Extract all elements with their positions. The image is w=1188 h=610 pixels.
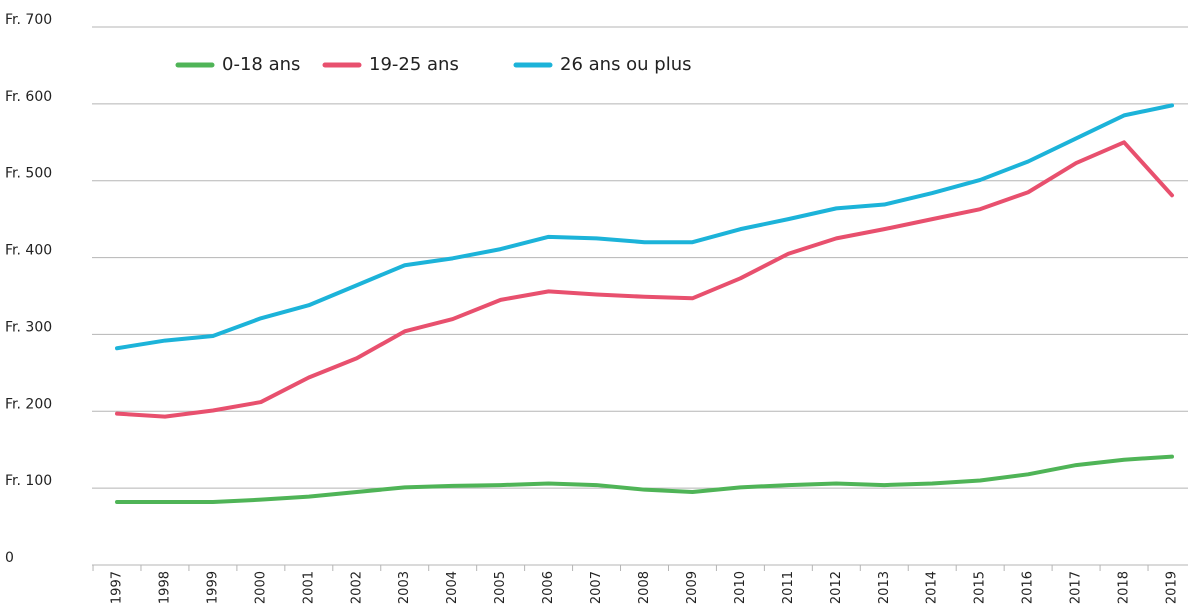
legend-label: 26 ans ou plus — [560, 54, 692, 75]
x-tick-label: 1999 — [205, 571, 220, 604]
y-tick-label: Fr. 600 — [5, 89, 52, 105]
x-tick-label: 2012 — [829, 571, 844, 604]
y-tick-label: 0 — [5, 550, 14, 566]
line-series — [115, 454, 1174, 504]
x-tick-label: 2006 — [541, 571, 556, 604]
x-tick-label: 2005 — [493, 571, 508, 604]
x-tick-label: 2001 — [301, 571, 316, 604]
y-tick-label: Fr. 500 — [5, 166, 52, 182]
y-tick-label: Fr. 700 — [5, 12, 52, 28]
line-series — [115, 103, 1174, 351]
x-tick-label: 1998 — [157, 571, 172, 604]
x-tick-label: 2007 — [589, 571, 604, 604]
x-tick-label: 2010 — [733, 571, 748, 604]
x-tick-label: 2013 — [877, 571, 892, 604]
x-tick-label: 2009 — [685, 571, 700, 604]
y-tick-label: Fr. 200 — [5, 396, 52, 412]
x-tick-label: 2018 — [1117, 571, 1132, 604]
x-tick-label: 2015 — [973, 571, 988, 604]
line-series — [115, 140, 1174, 419]
y-tick-label: Fr. 100 — [5, 473, 52, 489]
legend-label: 0-18 ans — [222, 54, 300, 75]
x-tick-label: 2014 — [925, 571, 940, 604]
x-tick-label: 2008 — [637, 571, 652, 604]
x-tick-label: 2000 — [253, 571, 268, 604]
x-tick-label: 2016 — [1021, 571, 1036, 604]
x-tick-label: 2011 — [781, 571, 796, 604]
x-tick-label: 2002 — [349, 571, 364, 604]
x-tick-label: 2003 — [397, 571, 412, 604]
x-tick-label: 2004 — [445, 571, 460, 604]
x-tick-label: 2019 — [1165, 571, 1180, 604]
x-tick-label: 1997 — [110, 571, 125, 604]
y-tick-label: Fr. 300 — [5, 319, 52, 335]
legend-label: 19-25 ans — [369, 54, 459, 75]
y-tick-label: Fr. 400 — [5, 243, 52, 259]
x-tick-label: 2017 — [1069, 571, 1084, 604]
